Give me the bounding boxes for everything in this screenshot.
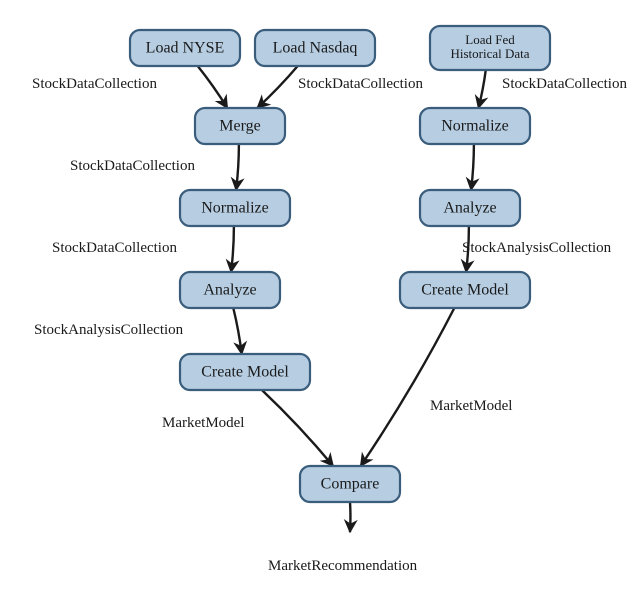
edge-create_l-compare <box>262 390 333 466</box>
edge-label: MarketRecommendation <box>268 558 418 574</box>
edge-load_fed-normalize_r <box>478 70 485 108</box>
svg-text:Create Model: Create Model <box>201 364 289 381</box>
edge-normalize_r-analyze_r <box>471 144 474 190</box>
svg-text:Historical Data: Historical Data <box>450 46 529 61</box>
edge-label: StockDataCollection <box>502 76 627 92</box>
node-analyze_l: Analyze <box>180 272 280 308</box>
node-load_nyse: Load NYSE <box>130 30 240 66</box>
svg-text:Merge: Merge <box>219 118 260 135</box>
node-normalize_r: Normalize <box>420 108 530 144</box>
svg-text:Normalize: Normalize <box>441 118 509 135</box>
svg-text:Create Model: Create Model <box>421 282 509 299</box>
svg-text:Load Nasdaq: Load Nasdaq <box>273 40 358 57</box>
edge-load_nasdaq-merge <box>257 66 297 108</box>
edge-label: StockDataCollection <box>52 240 177 256</box>
edge-create_r-compare <box>361 308 455 466</box>
node-analyze_r: Analyze <box>420 190 520 226</box>
edge-normalize_l-analyze_l <box>231 226 234 272</box>
svg-text:Load Fed: Load Fed <box>465 32 515 47</box>
edge-label: MarketModel <box>162 415 244 431</box>
flowchart: Load NYSE Load Nasdaq Load FedHistorical D… <box>0 0 629 592</box>
node-create_l: Create Model <box>180 354 310 390</box>
svg-text:Analyze: Analyze <box>443 200 496 217</box>
svg-text:Compare: Compare <box>321 476 380 493</box>
svg-text:Normalize: Normalize <box>201 200 269 217</box>
svg-text:Load NYSE: Load NYSE <box>146 40 225 57</box>
edge-label: StockDataCollection <box>70 158 195 174</box>
edge-label: StockAnalysisCollection <box>462 240 612 256</box>
node-create_r: Create Model <box>400 272 530 308</box>
edge-label: StockDataCollection <box>32 76 157 92</box>
node-merge: Merge <box>195 108 285 144</box>
edge-label: MarketModel <box>430 398 512 414</box>
edge-label: StockAnalysisCollection <box>34 322 184 338</box>
node-compare: Compare <box>300 466 400 502</box>
edge-label: StockDataCollection <box>298 76 423 92</box>
svg-text:Analyze: Analyze <box>203 282 256 299</box>
node-normalize_l: Normalize <box>180 190 290 226</box>
node-load_nasdaq: Load Nasdaq <box>255 30 375 66</box>
node-load_fed: Load FedHistorical Data <box>430 26 550 70</box>
edge-load_nyse-merge <box>198 66 228 108</box>
edge-merge-normalize_l <box>236 144 239 190</box>
edge-analyze_l-create_l <box>233 308 241 354</box>
